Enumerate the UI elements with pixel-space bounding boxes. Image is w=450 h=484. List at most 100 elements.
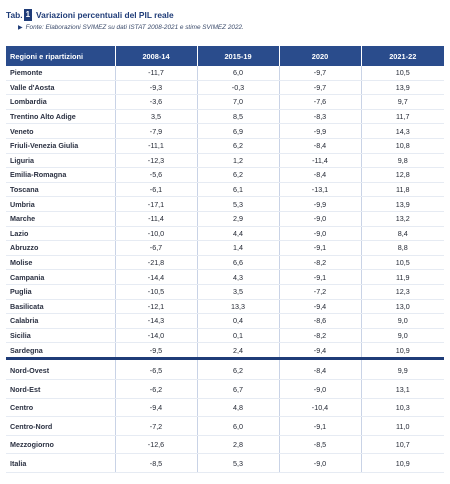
table-row: Centro-Nord -7,2 6,0 -9,1 11,0 [6,416,444,436]
table-row: Puglia -10,5 3,5 -7,2 12,3 [6,284,444,300]
table-cell: -9,4 [279,342,362,360]
arrow-icon: ▶ [18,25,23,31]
col-header-region: Regioni e ripartizioni [6,46,116,66]
table-row: Mezzogiorno -12,6 2,8 -8,5 10,7 [6,435,444,455]
row-label: Friuli-Venezia Giulia [6,138,116,154]
row-label: Italia [6,453,116,473]
source-note: ▶ Fonte: Elaborazioni SVIMEZ su dati ISTA… [18,24,446,31]
table-cell: 5,3 [197,453,280,473]
regions-body: Piemonte -11,7 6,0 -9,7 10,5 Valle d'Aosta -9,… [6,66,444,360]
table-row: Molise -21,8 6,6 -8,2 10,5 [6,255,444,271]
table-cell: -9,0 [279,379,362,399]
table-cell: -9,3 [115,80,198,96]
table-cell: -17,1 [115,196,198,212]
table-cell: -11,1 [115,138,198,154]
table-row: Abruzzo -6,7 1,4 -9,1 8,8 [6,240,444,256]
table-title: Variazioni percentuali del PIL reale [36,9,174,20]
table-cell: -9,4 [279,299,362,315]
macro-areas-body: Nord-Ovest -6,5 6,2 -8,4 9,9 Nord-Est -6,2 6,7-… [6,358,444,473]
table-row: Centro -9,4 4,8 -10,4 10,3 [6,398,444,418]
row-label: Molise [6,255,116,271]
table-row: Valle d'Aosta -9,3 -0,3 -9,7 13,9 [6,80,444,96]
table-row: Trentino Alto Adige 3,5 8,5 -8,3 11,7 [6,109,444,125]
table-row: Sicilia -14,0 0,1 -8,2 9,0 [6,328,444,344]
table-cell: 9,0 [361,328,444,344]
table-row: Emilia-Romagna -5,6 6,2 -8,4 12,8 [6,167,444,183]
row-label: Valle d'Aosta [6,80,116,96]
table-cell: 0,1 [197,328,280,344]
table-row: Italia -8,5 5,3 -9,0 10,9 [6,453,444,473]
table-cell: -10,4 [279,398,362,418]
table-cell: 6,9 [197,123,280,139]
table-cell: 9,8 [361,153,444,169]
table-cell: 10,7 [361,435,444,455]
table-cell: -7,2 [279,284,362,300]
table-cell: 6,7 [197,379,280,399]
table-cell: -0,3 [197,80,280,96]
row-label: Sicilia [6,328,116,344]
table-cell: 13,1 [361,379,444,399]
table-cell: 13,2 [361,211,444,227]
row-label: Emilia-Romagna [6,167,116,183]
table-cell: -9,1 [279,240,362,256]
table-cell: -8,2 [279,328,362,344]
col-header-2015-19: 2015-19 [197,46,280,66]
table-cell: -12,1 [115,299,198,315]
table-cell: 3,5 [115,109,198,125]
row-label: Liguria [6,153,116,169]
table-cell: 6,0 [197,66,280,81]
table-cell: 2,9 [197,211,280,227]
table-cell: -9,1 [279,416,362,436]
row-label: Toscana [6,182,116,198]
tab-label: Tab. [6,9,23,20]
table-cell: -14,3 [115,313,198,329]
table-cell: 0,4 [197,313,280,329]
table-cell: -9,9 [279,196,362,212]
table-cell: 2,8 [197,435,280,455]
table-cell: 1,2 [197,153,280,169]
table-cell: 13,9 [361,80,444,96]
row-label: Trentino Alto Adige [6,109,116,125]
table-cell: 10,9 [361,342,444,360]
row-label: Basilicata [6,299,116,315]
row-label: Marche [6,211,116,227]
table-cell: -9,7 [279,66,362,81]
table-cell: 10,5 [361,255,444,271]
table-row: Veneto -7,9 6,9 -9,9 14,3 [6,123,444,139]
row-label: Nord-Ovest [6,358,116,381]
table-cell: 14,3 [361,123,444,139]
table-cell: -21,8 [115,255,198,271]
table-cell: 6,2 [197,167,280,183]
table-row: Umbria -17,1 5,3 -9,9 13,9 [6,196,444,212]
table-header: Tab. 1 Variazioni percentuali del PIL re… [6,8,446,31]
table-cell: 9,0 [361,313,444,329]
table-cell: -7,2 [115,416,198,436]
table-cell: -6,5 [115,358,198,381]
table-cell: -12,3 [115,153,198,169]
table-cell: 5,3 [197,196,280,212]
table-cell: -11,4 [279,153,362,169]
col-header-2008-14: 2008-14 [115,46,198,66]
table-cell: 1,4 [197,240,280,256]
table-cell: 9,7 [361,94,444,110]
col-header-2020: 2020 [279,46,362,66]
table-cell: -6,2 [115,379,198,399]
table-row: Marche -11,4 2,9 -9,0 13,2 [6,211,444,227]
table-cell: 8,4 [361,226,444,242]
table-row: Toscana -6,1 6,1 -13,1 11,8 [6,182,444,198]
table-cell: 4,3 [197,269,280,285]
table-cell: 4,8 [197,398,280,418]
table-cell: -8,5 [115,453,198,473]
table-cell: 12,8 [361,167,444,183]
table-cell: -3,6 [115,94,198,110]
table-cell: -13,1 [279,182,362,198]
table-cell: -7,9 [115,123,198,139]
column-header-row: Regioni e ripartizioni 2008-14 2015-19 2… [6,46,444,66]
row-label: Calabria [6,313,116,329]
table-row: Sardegna -9,5 2,4 -9,4 10,9 [6,342,444,360]
row-label: Centro-Nord [6,416,116,436]
table-cell: 11,7 [361,109,444,125]
table-row: Campania -14,4 4,3 -9,1 11,9 [6,269,444,285]
table-cell: -8,4 [279,167,362,183]
row-label: Veneto [6,123,116,139]
